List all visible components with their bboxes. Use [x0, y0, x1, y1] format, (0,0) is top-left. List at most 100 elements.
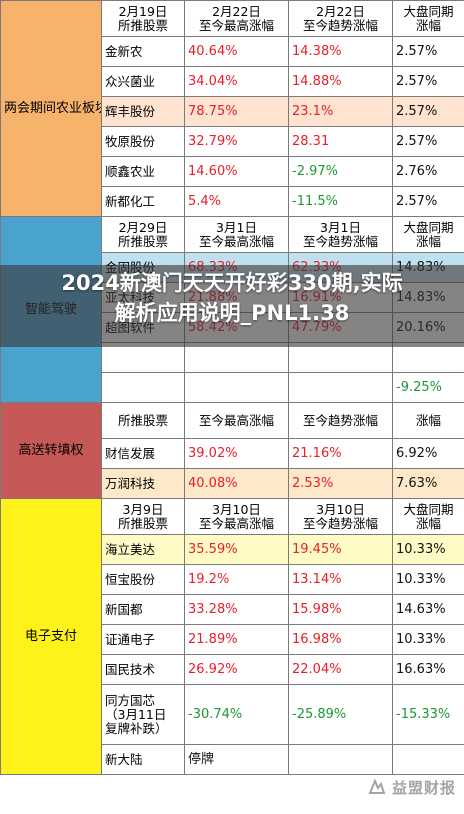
market-gain-cell: -15.33%: [392, 684, 464, 745]
stock-name-cell: 牧原股份: [101, 126, 185, 157]
title-banner: [0, 265, 464, 347]
trend-gain-cell: -11.5%: [288, 186, 393, 217]
max-gain-cell: 14.60%: [184, 156, 289, 187]
stock-name-cell: 辉丰股份: [101, 96, 185, 127]
trend-gain-cell: -25.89%: [288, 684, 393, 745]
stock-row: 海立美达 35.59% 19.45% 10.33%: [1, 534, 464, 565]
stock-row: 恒宝股份 19.2% 13.14% 10.33%: [1, 564, 464, 595]
column-header: 大盘同期 涨幅: [392, 216, 464, 253]
stock-row: 金新农 40.64% 14.38% 2.57%: [1, 36, 464, 67]
trend-gain-cell: 28.31: [288, 126, 393, 157]
stock-row: [1, 342, 464, 373]
market-gain-cell: 7.63%: [392, 468, 464, 499]
stock-name-cell: 财信发展: [101, 438, 185, 469]
max-gain-cell: 33.28%: [184, 594, 289, 625]
column-header: 2月22日 至今最高涨幅: [184, 0, 289, 37]
stock-row: 同方国芯 （3月11日 复牌补跌） -30.74% -25.89% -15.33%: [1, 684, 464, 745]
stock-row: 顺鑫农业 14.60% -2.97% 2.76%: [1, 156, 464, 187]
stock-name-cell: [101, 372, 185, 403]
category-cell: 高送转填权: [0, 402, 102, 499]
market-gain-cell: 10.33%: [392, 534, 464, 565]
column-header: 2月22日 至今趋势涨幅: [288, 0, 393, 37]
market-gain-cell: 2.57%: [392, 96, 464, 127]
max-gain-cell: [184, 372, 289, 403]
column-header: 所推股票: [101, 402, 185, 439]
stock-name-cell: 新大陆: [101, 744, 185, 775]
max-gain-cell: 34.04%: [184, 66, 289, 97]
column-header: 大盘同期 涨幅: [392, 0, 464, 37]
market-gain-cell: 2.76%: [392, 156, 464, 187]
column-header: 3月1日 至今趋势涨幅: [288, 216, 393, 253]
market-gain-cell: 14.63%: [392, 594, 464, 625]
stock-name-cell: 恒宝股份: [101, 564, 185, 595]
trend-gain-cell: 21.16%: [288, 438, 393, 469]
market-gain-cell: -9.25%: [392, 372, 464, 403]
banner-title-line-2: 解析应用说明_PNL1.38: [114, 301, 350, 325]
banner-title-line-1: 2024新澳门天天开好彩330期,实际: [61, 271, 403, 295]
stock-row: 众兴菌业 34.04% 14.88% 2.57%: [1, 66, 464, 97]
stock-name-cell: 国民技术: [101, 654, 185, 685]
max-gain-cell: 26.92%: [184, 654, 289, 685]
max-gain-cell: 35.59%: [184, 534, 289, 565]
category-cell: 电子支付: [0, 498, 102, 775]
market-gain-cell: 2.57%: [392, 66, 464, 97]
stock-row: 新都化工 5.4% -11.5% 2.57%: [1, 186, 464, 217]
column-header: 2月29日 所推股票: [101, 216, 185, 253]
section-header-row: 高送转填权 所推股票 至今最高涨幅 至今趋势涨幅 涨幅: [0, 402, 464, 499]
market-gain-cell: 10.33%: [392, 624, 464, 655]
stock-row: 证通电子 21.89% 16.98% 10.33%: [1, 624, 464, 655]
stock-row: 牧原股份 32.79% 28.31 2.57%: [1, 126, 464, 157]
trend-gain-cell: [288, 342, 393, 373]
column-header: 3月9日 所推股票: [101, 498, 185, 535]
stock-name-cell: [101, 342, 185, 373]
stock-performance-table: 两会期间农业板块 2月19日 所推股票 2月22日 至今最高涨幅 2月22日 至今趋势…: [0, 0, 464, 775]
trend-gain-cell: 13.14%: [288, 564, 393, 595]
market-gain-cell: [392, 342, 464, 373]
column-header: 3月1日 至今最高涨幅: [184, 216, 289, 253]
category-cell: 两会期间农业板块: [0, 0, 102, 217]
max-gain-cell: 39.02%: [184, 438, 289, 469]
trend-gain-cell: 14.38%: [288, 36, 393, 67]
max-gain-cell: 32.79%: [184, 126, 289, 157]
stock-name-cell: 新都化工: [101, 186, 185, 217]
stock-name-cell: 证通电子: [101, 624, 185, 655]
max-gain-cell: 19.2%: [184, 564, 289, 595]
stock-name-cell: 海立美达: [101, 534, 185, 565]
max-gain-cell: 40.64%: [184, 36, 289, 67]
stock-name-cell: 同方国芯 （3月11日 复牌补跌）: [101, 684, 185, 745]
column-header: 涨幅: [392, 402, 464, 439]
column-header: 3月10日 至今最高涨幅: [184, 498, 289, 535]
max-gain-cell: 78.75%: [184, 96, 289, 127]
stock-name-cell: 万润科技: [101, 468, 185, 499]
market-gain-cell: 2.57%: [392, 186, 464, 217]
trend-gain-cell: [288, 744, 393, 775]
stock-row: 国民技术 26.92% 22.04% 16.63%: [1, 654, 464, 685]
stock-name-cell: 顺鑫农业: [101, 156, 185, 187]
column-header: 至今趋势涨幅: [288, 402, 393, 439]
trend-gain-cell: 22.04%: [288, 654, 393, 685]
trend-gain-cell: 16.98%: [288, 624, 393, 655]
section-header-row: 电子支付 3月9日 所推股票 3月10日 至今最高涨幅 3月10日 至今趋势涨幅 大盘同…: [0, 498, 464, 775]
market-gain-cell: 6.92%: [392, 438, 464, 469]
market-gain-cell: 16.63%: [392, 654, 464, 685]
market-gain-cell: 10.33%: [392, 564, 464, 595]
market-gain-cell: [392, 744, 464, 775]
column-header: 2月19日 所推股票: [101, 0, 185, 37]
stock-row: 辉丰股份 78.75% 23.1% 2.57%: [1, 96, 464, 127]
trend-gain-cell: 2.53%: [288, 468, 393, 499]
trend-gain-cell: 15.98%: [288, 594, 393, 625]
column-header: 大盘同期 涨幅: [392, 498, 464, 535]
stock-row: 新大陆 停牌: [1, 744, 464, 775]
max-gain-cell: 21.89%: [184, 624, 289, 655]
watermark-text: 益盟财报: [391, 778, 456, 797]
column-header: 3月10日 至今趋势涨幅: [288, 498, 393, 535]
max-gain-cell: [184, 342, 289, 373]
max-gain-cell: 停牌: [184, 744, 289, 775]
section-header-row: 两会期间农业板块 2月19日 所推股票 2月22日 至今最高涨幅 2月22日 至今趋势…: [0, 0, 464, 217]
market-gain-cell: 2.57%: [392, 36, 464, 67]
max-gain-cell: 40.08%: [184, 468, 289, 499]
banner-title: 2024新澳门天天开好彩330期,实际 解析应用说明_PNL1.38: [0, 268, 464, 328]
table-body: 两会期间农业板块 2月19日 所推股票 2月22日 至今最高涨幅 2月22日 至今趋势…: [0, 0, 464, 775]
